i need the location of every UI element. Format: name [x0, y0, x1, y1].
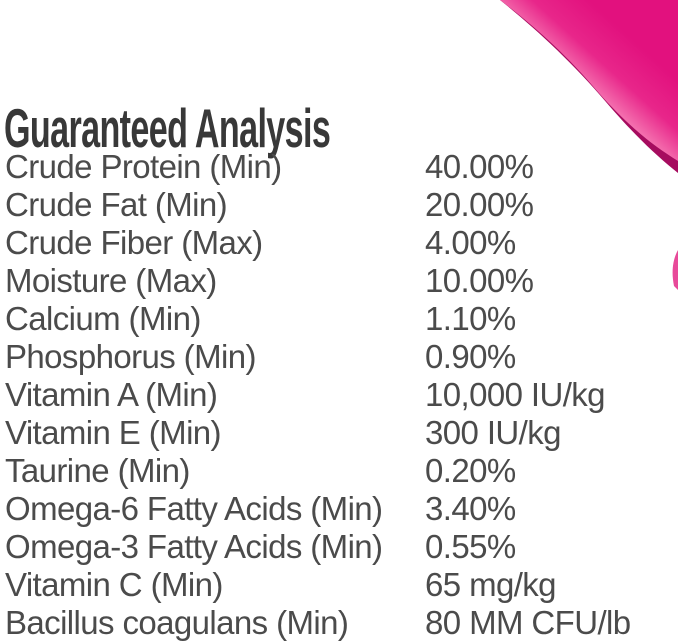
nutrient-label: Bacillus coagulans (Min) [5, 604, 349, 641]
table-row: Phosphorus (Min) 0.90% [5, 338, 678, 376]
swoosh-main [500, 0, 678, 161]
nutrient-value: 40.00% [425, 148, 534, 185]
table-row: Crude Protein (Min) 40.00% [5, 148, 678, 186]
table-row: Vitamin E (Min) 300 IU/kg [5, 414, 678, 452]
analysis-table: Crude Protein (Min) 40.00% Crude Fat (Min)… [5, 148, 678, 642]
nutrient-value: 3.40% [425, 490, 516, 527]
nutrient-value: 10,000 IU/kg [425, 376, 606, 413]
table-row: Calcium (Min) 1.10% [5, 300, 678, 338]
nutrient-value: 1.10% [425, 300, 516, 337]
nutrient-value: 300 IU/kg [425, 414, 561, 451]
nutrient-value: 0.20% [425, 452, 516, 489]
nutrient-value: 20.00% [425, 186, 534, 223]
table-row: Vitamin C (Min) 65 mg/kg [5, 566, 678, 604]
table-row: Moisture (Max) 10.00% [5, 262, 678, 300]
nutrient-label: Crude Protein (Min) [5, 148, 282, 185]
nutrient-label: Calcium (Min) [5, 300, 201, 337]
nutrient-label: Taurine (Min) [5, 452, 190, 489]
nutrient-value: 0.55% [425, 528, 516, 565]
nutrient-value: 0.90% [425, 338, 516, 375]
table-row: Bacillus coagulans (Min) 80 MM CFU/lb [5, 604, 678, 642]
nutrient-label: Vitamin C (Min) [5, 566, 223, 603]
table-row: Crude Fiber (Max) 4.00% [5, 224, 678, 262]
nutrient-value: 65 mg/kg [425, 566, 557, 603]
nutrient-label: Crude Fiber (Max) [5, 224, 263, 261]
nutrient-label: Vitamin E (Min) [5, 414, 222, 451]
nutrient-label: Omega-6 Fatty Acids (Min) [5, 490, 383, 527]
nutrient-label: Vitamin A (Min) [5, 376, 218, 413]
table-row: Omega-6 Fatty Acids (Min) 3.40% [5, 490, 678, 528]
nutrient-label: Phosphorus (Min) [5, 338, 256, 375]
nutrient-label: Moisture (Max) [5, 262, 217, 299]
table-row: Vitamin A (Min) 10,000 IU/kg [5, 376, 678, 414]
nutrient-value: 10.00% [425, 262, 534, 299]
nutrient-label: Omega-3 Fatty Acids (Min) [5, 528, 383, 565]
table-row: Taurine (Min) 0.20% [5, 452, 678, 490]
nutrient-value: 80 MM CFU/lb [425, 604, 631, 641]
nutrient-label: Crude Fat (Min) [5, 186, 228, 223]
page-title: Guaranteed Analysis [4, 96, 331, 159]
table-row: Omega-3 Fatty Acids (Min) 0.55% [5, 528, 678, 566]
nutrient-value: 4.00% [425, 224, 516, 261]
table-row: Crude Fat (Min) 20.00% [5, 186, 678, 224]
